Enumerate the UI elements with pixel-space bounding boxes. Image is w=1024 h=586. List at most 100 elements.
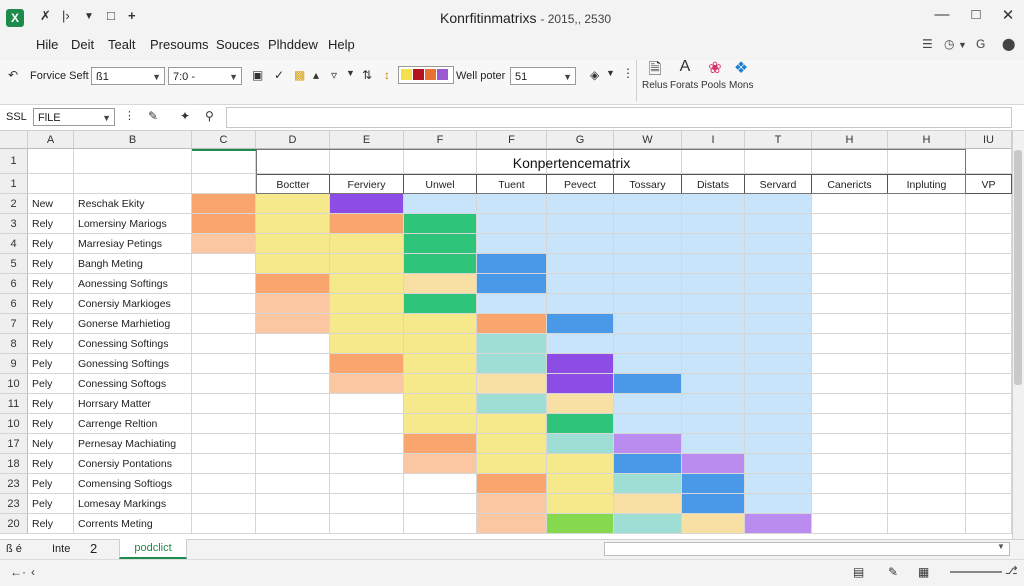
competency-cell[interactable] — [477, 334, 547, 354]
row-header[interactable]: 20 — [0, 514, 28, 534]
minimize-icon[interactable]: — — [934, 6, 950, 23]
competency-cell[interactable] — [330, 394, 404, 414]
competency-cell[interactable] — [477, 254, 547, 274]
competency-cell[interactable] — [330, 514, 404, 534]
column-header[interactable]: B — [74, 131, 192, 149]
matrix-header-cell[interactable]: Pevect — [547, 174, 614, 194]
competency-cell[interactable] — [256, 454, 330, 474]
competency-cell[interactable] — [966, 494, 1012, 514]
level-cell[interactable]: Pely — [28, 474, 74, 494]
competency-cell[interactable] — [330, 294, 404, 314]
lock-icon[interactable]: ▣ — [252, 68, 264, 82]
grid-cell[interactable] — [614, 149, 682, 174]
competency-cell[interactable] — [888, 254, 966, 274]
competency-cell[interactable] — [547, 394, 614, 414]
competency-cell[interactable] — [477, 454, 547, 474]
competency-cell[interactable] — [966, 334, 1012, 354]
level-cell[interactable]: Rely — [28, 414, 74, 434]
skill-name-cell[interactable]: Conessing Softogs — [74, 374, 192, 394]
competency-cell[interactable] — [404, 394, 477, 414]
competency-cell[interactable] — [682, 494, 745, 514]
level-cell[interactable]: Rely — [28, 314, 74, 334]
competency-cell[interactable] — [404, 374, 477, 394]
competency-cell[interactable] — [404, 234, 477, 254]
competency-cell[interactable] — [745, 474, 812, 494]
skill-name-cell[interactable]: Reschak Ekity — [74, 194, 192, 214]
competency-cell[interactable] — [614, 354, 682, 374]
filter-icon[interactable]: ▿ — [331, 68, 338, 82]
grid-cell[interactable] — [966, 149, 1012, 174]
competency-cell[interactable] — [682, 194, 745, 214]
competency-cell[interactable] — [682, 354, 745, 374]
competency-cell[interactable] — [614, 274, 682, 294]
column-header[interactable]: D — [256, 131, 330, 149]
competency-cell[interactable] — [256, 434, 330, 454]
level-cell[interactable]: Rely — [28, 454, 74, 474]
column-header[interactable]: H — [888, 131, 966, 149]
fx-pen-icon[interactable]: ✎ — [148, 109, 159, 123]
grid-cell[interactable] — [745, 149, 812, 174]
competency-cell[interactable] — [682, 434, 745, 454]
competency-cell[interactable] — [404, 194, 477, 214]
competency-cell[interactable] — [256, 274, 330, 294]
competency-cell[interactable] — [404, 354, 477, 374]
competency-cell[interactable] — [477, 214, 547, 234]
competency-cell[interactable] — [256, 414, 330, 434]
competency-cell[interactable] — [477, 234, 547, 254]
forats-label[interactable]: Forats — [670, 80, 699, 91]
row-header[interactable]: 11 — [0, 394, 28, 414]
competency-cell[interactable] — [614, 474, 682, 494]
purple-swatch[interactable] — [437, 69, 448, 80]
competency-cell[interactable] — [256, 494, 330, 514]
active-sheet-tab[interactable]: podclict — [119, 539, 187, 559]
paint-bucket-icon[interactable]: ▩ — [294, 68, 306, 82]
competency-cell[interactable] — [256, 254, 330, 274]
prev-icon[interactable]: ‹ — [31, 565, 35, 579]
competency-cell[interactable] — [812, 414, 888, 434]
competency-cell[interactable] — [256, 394, 330, 414]
competency-cell[interactable] — [192, 334, 256, 354]
back-arrow-icon[interactable]: ↶ — [8, 68, 19, 82]
competency-cell[interactable] — [966, 474, 1012, 494]
competency-cell[interactable] — [682, 294, 745, 314]
competency-cell[interactable] — [614, 254, 682, 274]
competency-cell[interactable] — [477, 194, 547, 214]
more-icon[interactable]: ⬤ — [1002, 37, 1016, 51]
competency-cell[interactable] — [614, 194, 682, 214]
competency-cell[interactable] — [614, 214, 682, 234]
menu-help[interactable]: Help — [328, 37, 355, 52]
competency-cell[interactable] — [547, 274, 614, 294]
competency-cell[interactable] — [682, 314, 745, 334]
competency-cell[interactable] — [745, 234, 812, 254]
competency-cell[interactable] — [966, 214, 1012, 234]
sheet-tab-inte[interactable]: Inte — [52, 543, 71, 555]
grid-cell[interactable] — [477, 149, 547, 174]
row-header[interactable]: 23 — [0, 474, 28, 494]
dots-icon[interactable]: ⋮ — [124, 110, 135, 122]
row-header[interactable]: 18 — [0, 454, 28, 474]
matrix-header-cell[interactable]: Servard — [745, 174, 812, 194]
grid-cell[interactable] — [192, 174, 256, 194]
competency-cell[interactable] — [966, 394, 1012, 414]
column-header[interactable]: G — [547, 131, 614, 149]
grid-cell[interactable] — [28, 149, 74, 174]
competency-cell[interactable] — [547, 294, 614, 314]
competency-cell[interactable] — [888, 274, 966, 294]
skill-name-cell[interactable]: Conersiy Markioges — [74, 294, 192, 314]
clock-icon[interactable]: ◷ — [944, 37, 955, 51]
column-header[interactable]: C — [192, 131, 256, 149]
sheet-tab-2[interactable]: 2 — [90, 541, 98, 556]
competency-cell[interactable] — [404, 434, 477, 454]
competency-cell[interactable] — [812, 474, 888, 494]
skill-name-cell[interactable]: Gonessing Softings — [74, 354, 192, 374]
plus-icon[interactable]: + — [128, 8, 136, 23]
wand-icon[interactable]: ✗ — [40, 8, 51, 23]
competency-cell[interactable] — [745, 254, 812, 274]
name-box[interactable]: SSL — [6, 111, 27, 123]
matrix-header-cell[interactable]: Tuent — [477, 174, 547, 194]
competency-cell[interactable] — [682, 514, 745, 534]
competency-cell[interactable] — [404, 454, 477, 474]
row-header[interactable]: 4 — [0, 234, 28, 254]
competency-cell[interactable] — [547, 254, 614, 274]
row-header[interactable]: 7 — [0, 314, 28, 334]
